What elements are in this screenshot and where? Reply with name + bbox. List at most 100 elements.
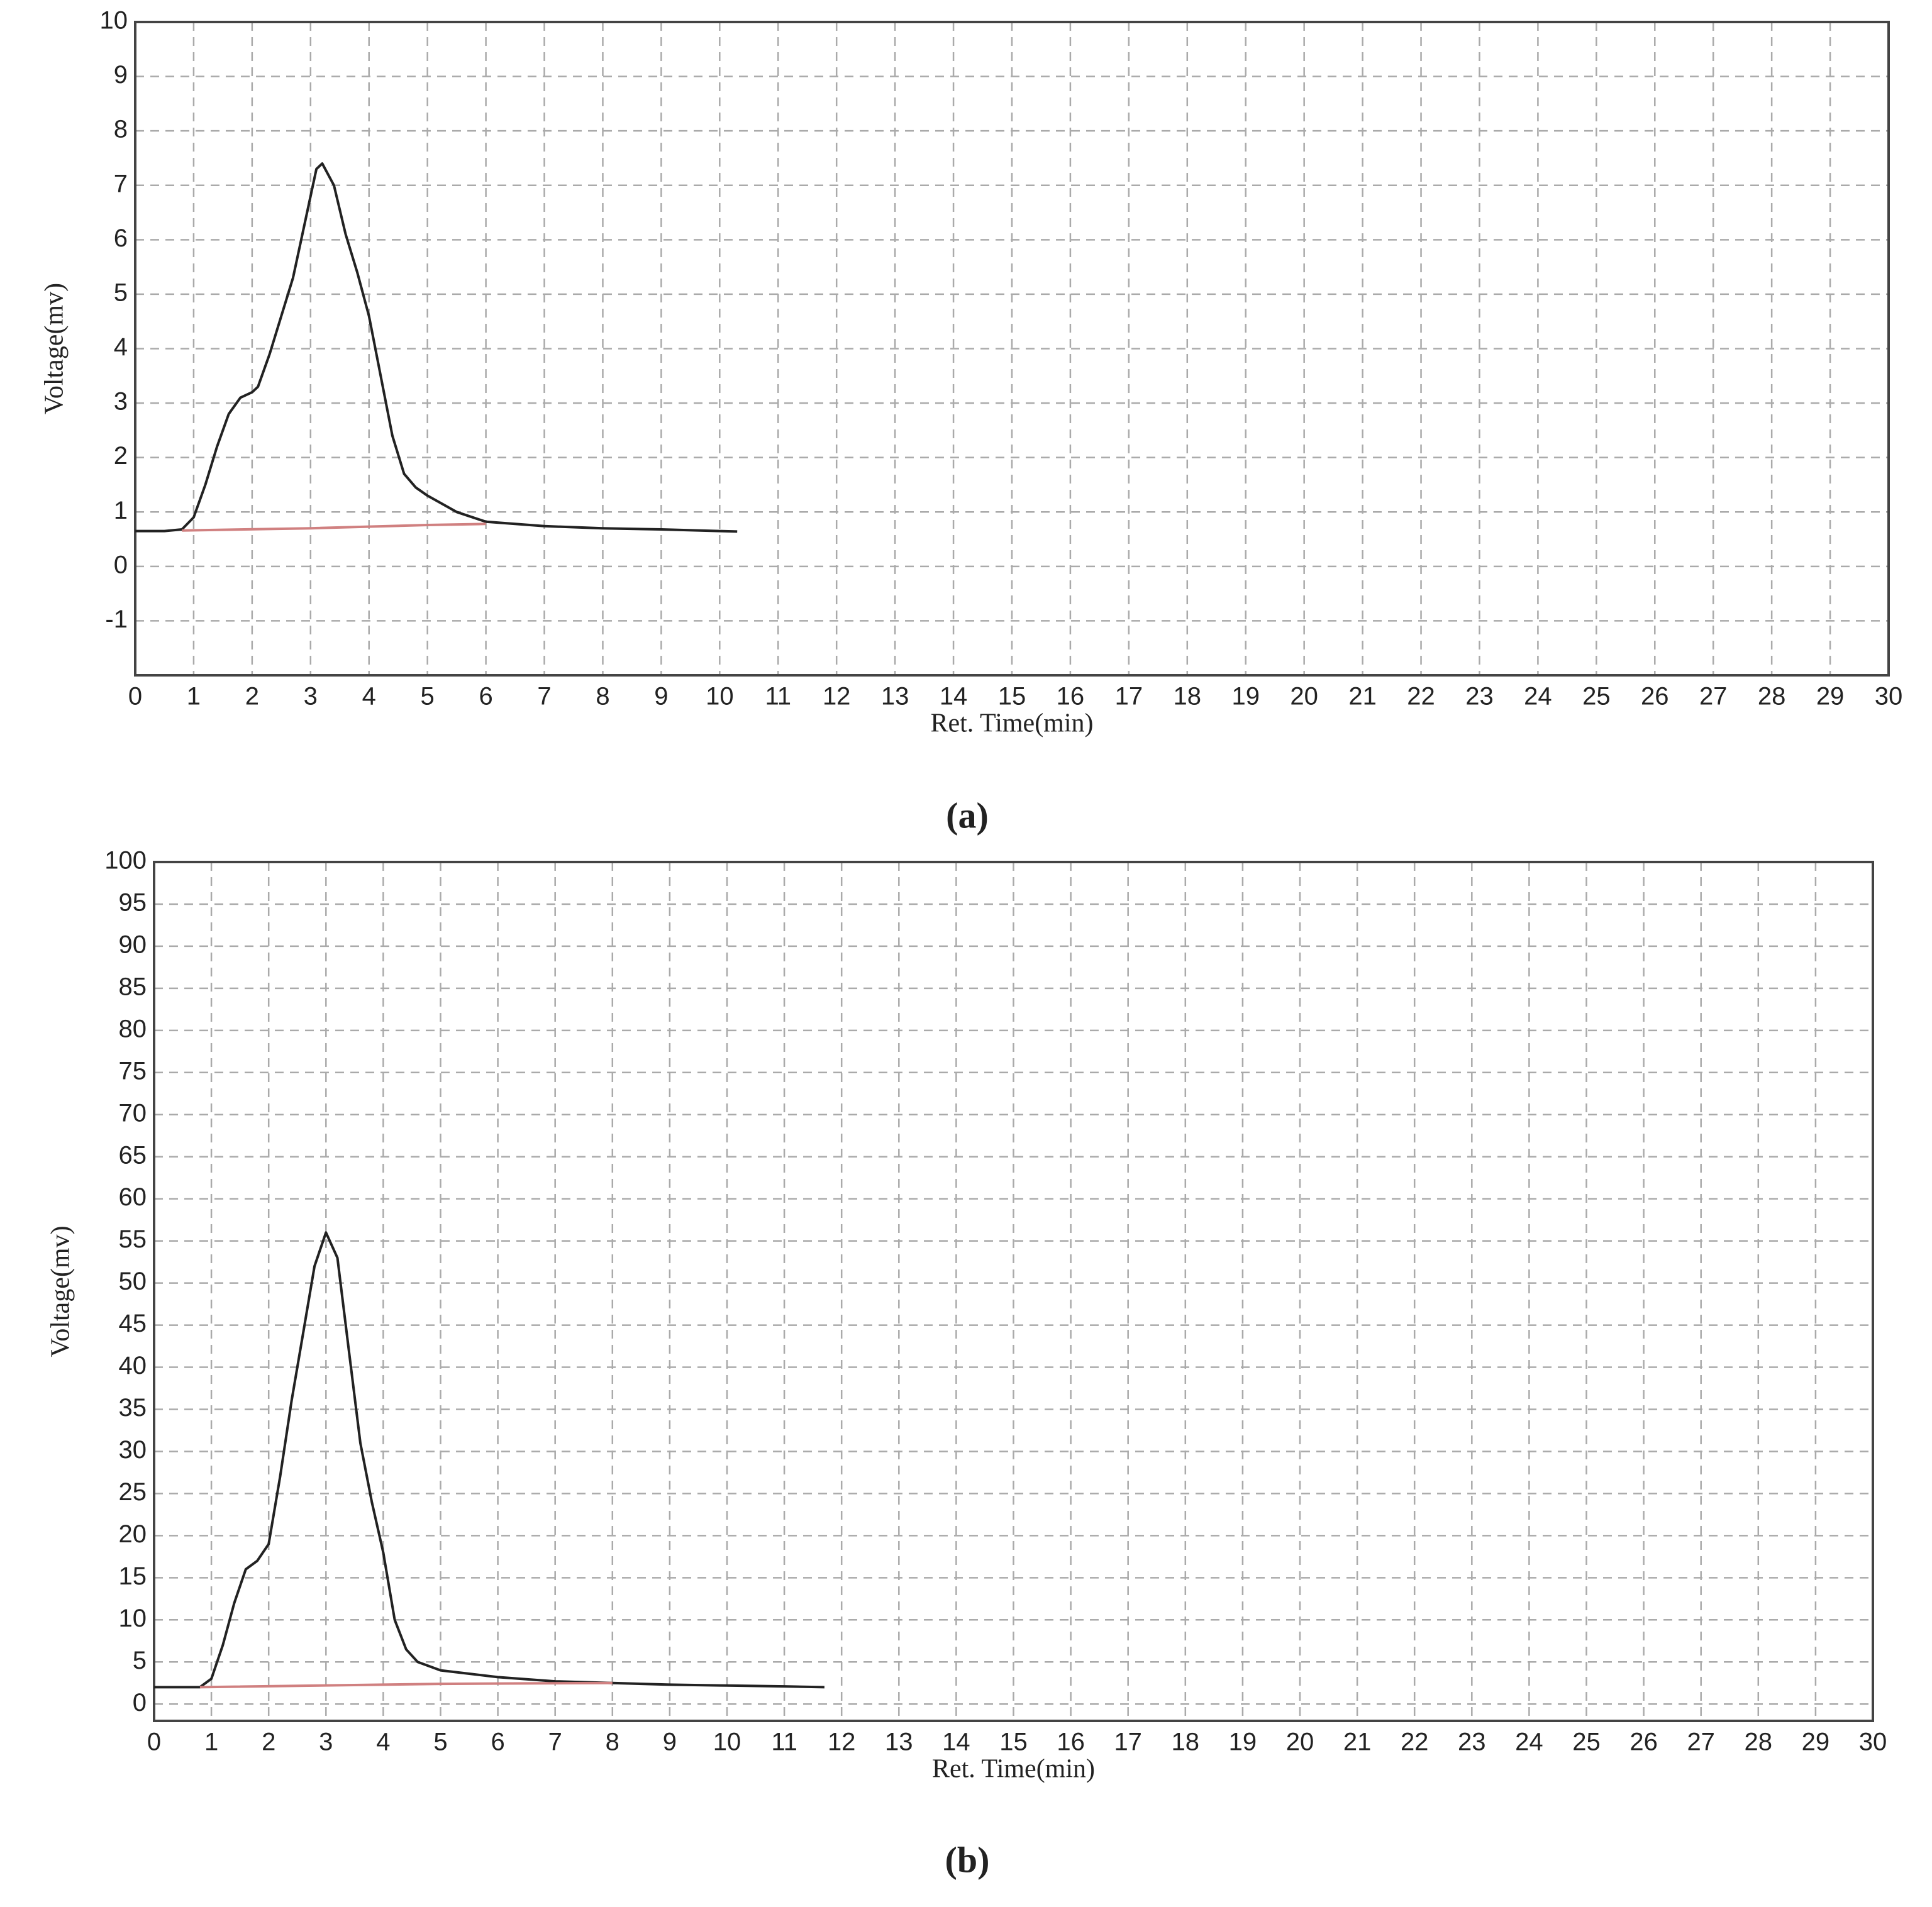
x-tick-label: 11: [771, 1728, 797, 1756]
y-tick-label: 15: [119, 1562, 147, 1590]
x-tick-label: 5: [433, 1728, 447, 1756]
y-tick-label: 55: [119, 1225, 147, 1253]
x-tick-label: 27: [1687, 1728, 1715, 1756]
x-tick-label: 12: [828, 1728, 856, 1756]
x-tick-label: 24: [1524, 683, 1552, 710]
y-tick-label: 7: [114, 170, 128, 197]
x-tick-label: 26: [1641, 683, 1669, 710]
y-tick-label: 30: [119, 1436, 147, 1464]
x-tick-label: 1: [204, 1728, 218, 1756]
x-tick-label: 7: [537, 683, 551, 710]
y-tick-label: 0: [114, 551, 128, 578]
x-tick-label: 13: [881, 683, 909, 710]
x-tick-label: 28: [1745, 1728, 1773, 1756]
y-tick-label: 2: [114, 442, 128, 470]
x-tick-label: 3: [304, 683, 318, 710]
y-tick-label: 10: [100, 7, 128, 35]
y-tick-label: 20: [119, 1520, 147, 1548]
x-tick-label: 12: [823, 683, 851, 710]
x-tick-label: 10: [706, 683, 734, 710]
y-tick-label: 5: [114, 279, 128, 306]
y-tick-label: 75: [119, 1057, 147, 1085]
x-tick-label: 22: [1407, 683, 1435, 710]
y-tick-label: 65: [119, 1141, 147, 1169]
x-tick-label: 2: [262, 1728, 275, 1756]
x-tick-label: 29: [1816, 683, 1845, 710]
x-tick-label: 15: [999, 1728, 1028, 1756]
x-tick-label: 4: [376, 1728, 390, 1756]
x-axis-label: Ret. Time(min): [930, 709, 1093, 738]
x-tick-label: 30: [1859, 1728, 1887, 1756]
data-line: [199, 1681, 613, 1689]
y-tick-label: 35: [119, 1394, 147, 1422]
x-tick-label: 27: [1699, 683, 1728, 710]
y-tick-label: 1: [114, 497, 128, 524]
x-tick-label: 14: [942, 1728, 970, 1756]
y-tick-label: 9: [114, 61, 128, 89]
x-tick-label: 26: [1629, 1728, 1658, 1756]
x-tick-label: 4: [362, 683, 376, 710]
x-tick-label: 1: [187, 683, 201, 710]
caption: (a): [946, 795, 989, 836]
x-tick-label: 23: [1458, 1728, 1486, 1756]
y-axis-label: Voltage(mv): [40, 283, 69, 414]
x-tick-label: 3: [319, 1728, 333, 1756]
data-line: [154, 1231, 824, 1689]
y-tick-label: 50: [119, 1268, 147, 1295]
x-tick-label: 8: [596, 683, 609, 710]
y-axis-label: Voltage(mv): [47, 1225, 75, 1357]
y-tick-label: 25: [119, 1478, 147, 1506]
x-tick-label: 17: [1114, 1728, 1142, 1756]
x-tick-label: 9: [654, 683, 668, 710]
y-tick-label: 0: [133, 1689, 147, 1716]
plot-frame: [153, 861, 1874, 1722]
x-tick-label: 8: [606, 1728, 619, 1756]
x-tick-label: 13: [885, 1728, 913, 1756]
y-tick-label: 40: [119, 1352, 147, 1379]
y-tick-label: 80: [119, 1015, 147, 1042]
x-tick-label: 25: [1572, 1728, 1601, 1756]
data-line: [135, 162, 738, 533]
x-tick-label: 28: [1758, 683, 1786, 710]
y-tick-label: 95: [119, 889, 147, 917]
x-tick-label: 14: [940, 683, 968, 710]
x-tick-label: 10: [713, 1728, 741, 1756]
x-tick-label: 6: [479, 683, 492, 710]
x-tick-label: 16: [1057, 683, 1085, 710]
x-tick-label: 20: [1286, 1728, 1314, 1756]
x-tick-label: 20: [1290, 683, 1318, 710]
x-tick-label: 24: [1515, 1728, 1543, 1756]
y-tick-label: 85: [119, 973, 147, 1000]
y-tick-label: 6: [114, 224, 128, 252]
y-tick-label: 45: [119, 1310, 147, 1337]
x-tick-label: 23: [1465, 683, 1494, 710]
x-tick-label: 30: [1875, 683, 1903, 710]
x-tick-label: 0: [128, 683, 142, 710]
y-tick-label: 70: [119, 1099, 147, 1127]
plot-frame: [134, 21, 1890, 677]
x-tick-label: 18: [1172, 1728, 1200, 1756]
x-tick-label: 22: [1401, 1728, 1429, 1756]
y-tick-label: 3: [114, 388, 128, 416]
x-tick-label: 19: [1229, 1728, 1257, 1756]
y-tick-label: 100: [104, 847, 147, 875]
x-tick-label: 15: [998, 683, 1026, 710]
x-axis-label: Ret. Time(min): [932, 1755, 1095, 1784]
y-tick-label: 60: [119, 1183, 147, 1211]
x-tick-label: 25: [1582, 683, 1611, 710]
x-tick-label: 5: [421, 683, 435, 710]
y-tick-label: 10: [119, 1605, 147, 1632]
x-tick-label: 7: [548, 1728, 562, 1756]
x-tick-label: 21: [1348, 683, 1377, 710]
x-tick-label: 16: [1057, 1728, 1085, 1756]
x-tick-label: 19: [1231, 683, 1260, 710]
y-tick-label: 4: [114, 333, 128, 361]
x-tick-label: 9: [663, 1728, 677, 1756]
x-tick-label: 11: [765, 683, 792, 710]
y-tick-label: 8: [114, 116, 128, 143]
caption: (b): [945, 1839, 990, 1880]
y-tick-label: 90: [119, 931, 147, 958]
x-tick-label: 6: [491, 1728, 504, 1756]
x-tick-label: 0: [147, 1728, 161, 1756]
